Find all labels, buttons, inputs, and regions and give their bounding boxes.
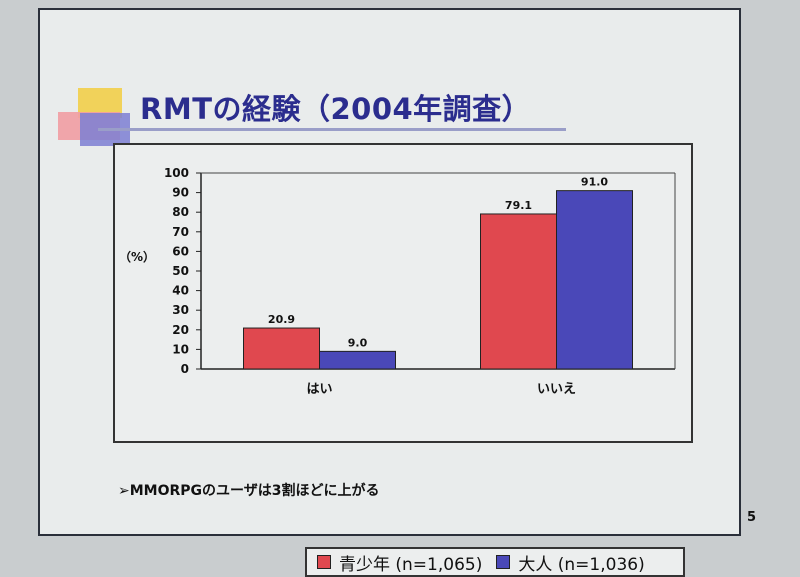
bar-1-1 — [556, 190, 633, 370]
chart-frame: 0 10 20 30 40 50 60 70 80 90 100 （%） 20.9 9.0 はい 79.1 91… — [113, 143, 693, 577]
bar-0-1 — [480, 213, 557, 370]
bar-chart: 0 10 20 30 40 50 60 70 80 90 100 （%） 20.9 9.0 はい 79.1 91… — [119, 166, 676, 397]
legend-label-adult: 大人 (n=1,036) — [518, 554, 645, 575]
y-tick-label: 40 — [172, 284, 189, 298]
legend-swatch-youth — [317, 555, 331, 569]
data-label: 91.0 — [581, 176, 608, 189]
data-label: 20.9 — [268, 313, 295, 326]
y-tick-label: 70 — [172, 225, 189, 239]
legend-item-youth: 青少年 (n=1,065) — [317, 550, 482, 575]
slide: RMTの経験（2004年調査） 0 10 20 30 40 50 60 70 80 90 100 （%… — [38, 8, 756, 577]
bullet-text: ➢MMORPGのユーザは3割ほどに上がる — [118, 483, 380, 499]
legend-item-adult: 大人 (n=1,036) — [496, 550, 645, 575]
y-tick-label: 100 — [164, 166, 189, 180]
y-tick-label: 20 — [172, 323, 189, 337]
data-label: 9.0 — [348, 336, 368, 349]
x-tick-label: いいえ — [537, 382, 576, 397]
bar-0-0 — [243, 327, 320, 370]
title-underline — [98, 128, 566, 131]
y-tick-label: 60 — [172, 244, 189, 258]
y-tick-label: 50 — [172, 264, 189, 278]
legend-label-youth: 青少年 (n=1,065) — [339, 554, 483, 575]
y-tick-label: 80 — [172, 205, 189, 219]
legend-swatch-adult — [496, 555, 511, 569]
slide-title: RMTの経験（2004年調査） — [140, 92, 532, 126]
y-tick-label: 30 — [172, 303, 189, 317]
x-tick-label: はい — [306, 382, 332, 397]
y-tick-label: 0 — [181, 362, 189, 376]
y-axis-label: （%） — [119, 249, 155, 264]
page-number: 5 — [747, 510, 757, 525]
bar-1-0 — [319, 350, 396, 370]
y-tick-label: 10 — [172, 342, 189, 356]
y-tick-label: 90 — [172, 186, 189, 200]
data-label: 79.1 — [505, 199, 532, 212]
chart-legend: 青少年 (n=1,065) 大人 (n=1,036) — [305, 547, 685, 577]
